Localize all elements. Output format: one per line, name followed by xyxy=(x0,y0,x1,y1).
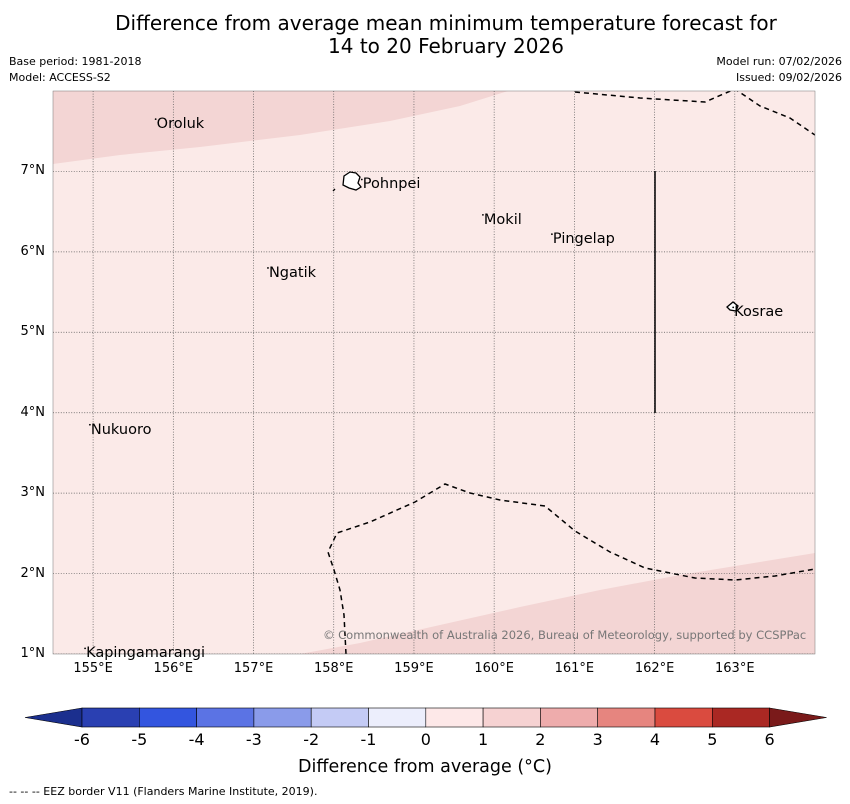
colorbar-bin xyxy=(482,707,541,728)
meta-right: Model run: 07/02/2026 Issued: 09/02/2026 xyxy=(716,54,842,86)
place-label: Oroluk xyxy=(156,116,205,133)
place-dot xyxy=(84,647,86,650)
place-dot xyxy=(88,423,91,426)
model-run: Model run: 07/02/2026 xyxy=(716,55,842,68)
lat-tick-label: 2°N xyxy=(20,565,46,581)
colorbar-tick-label: -6 xyxy=(74,730,90,749)
colorbar-tick-label: -2 xyxy=(303,730,320,749)
place-label: Ngatik xyxy=(268,264,317,281)
lon-tick-label: 155°E xyxy=(73,661,113,676)
colorbar-tick-label: -1 xyxy=(360,730,377,749)
lon-tick-label: 163°E xyxy=(715,661,755,676)
place-dot xyxy=(267,267,269,269)
lat-tick-label: 3°N xyxy=(20,485,46,501)
colorbar-bin xyxy=(81,707,140,728)
issued-date: Issued: 09/02/2026 xyxy=(735,71,842,84)
colorbar-tick-label: -5 xyxy=(131,730,148,749)
map-background xyxy=(53,91,815,654)
place-label: Kapingamarangi xyxy=(86,645,206,662)
place-dot xyxy=(482,213,484,216)
map-frame xyxy=(52,90,816,655)
colorbar-bin xyxy=(597,707,656,728)
lon-tick-label: 159°E xyxy=(394,661,434,676)
lon-tick-label: 162°E xyxy=(634,661,675,676)
lat-tick-label: 5°N xyxy=(20,324,46,340)
lat-tick-label: 4°N xyxy=(20,404,46,420)
base-period: Base period: 1981-2018 xyxy=(9,55,142,68)
colorbar-tick-label: 0 xyxy=(420,730,431,749)
footer-legend: -- -- -- EEZ border V11 (Flanders Marine… xyxy=(9,785,318,798)
colorbar-bin xyxy=(368,707,427,728)
kosrae-island xyxy=(726,301,739,312)
lon-tick-label: 156°E xyxy=(153,661,194,676)
place-label: Nukuoro xyxy=(90,421,152,438)
colorbar-tick-label: 5 xyxy=(707,730,718,749)
colorbar-bin xyxy=(310,707,369,728)
meta-left: Base period: 1981-2018 Model: ACCESS-S2 xyxy=(9,54,141,86)
place-dot xyxy=(732,306,735,309)
colorbar-bin xyxy=(425,707,484,728)
place-label: Pingelap xyxy=(552,231,615,248)
lat-tick-label: 6°N xyxy=(20,243,46,259)
anomaly-region-north xyxy=(53,91,508,164)
place-dot xyxy=(154,118,157,121)
colorbar-arrow-high xyxy=(769,707,827,728)
title-line-2: 14 to 20 February 2026 xyxy=(328,34,564,58)
colorbar-title: Difference from average (°C) xyxy=(298,757,552,777)
eez-border-south xyxy=(327,483,815,654)
pohnpei-island xyxy=(342,171,362,191)
colorbar-tick-label: 4 xyxy=(649,730,661,749)
colorbar-tick-label: 3 xyxy=(592,730,603,749)
colorbar-bin xyxy=(253,707,312,728)
colorbar-bin xyxy=(711,707,770,728)
colorbar-tick-label: -3 xyxy=(245,730,262,749)
anomaly-region-south xyxy=(300,553,815,654)
pohnpei-islet xyxy=(332,188,336,192)
colorbar-bin xyxy=(540,707,599,728)
colorbar-tick-label: -4 xyxy=(188,730,205,749)
lon-tick-label: 158°E xyxy=(313,661,354,676)
lon-tick-label: 160°E xyxy=(474,661,514,676)
colorbar-arrow-low xyxy=(24,707,83,728)
place-dot xyxy=(360,178,363,181)
colorbar-tick-label: 2 xyxy=(535,730,546,749)
lon-tick-label: 157°E xyxy=(233,661,274,676)
title-line-1: Difference from average mean minimum tem… xyxy=(115,11,777,35)
colorbar-tick-label: 6 xyxy=(764,730,775,749)
colorbar xyxy=(24,707,827,728)
copyright-notice: © Commonwealth of Australia 2026, Bureau… xyxy=(323,628,807,642)
colorbar-bin xyxy=(139,707,197,728)
chart-title: Difference from average mean minimum tem… xyxy=(0,12,850,58)
colorbar-tick-label: 1 xyxy=(478,730,489,749)
place-dot xyxy=(551,233,553,236)
place-label: Kosrae xyxy=(734,304,784,321)
colorbar-bin xyxy=(654,707,713,728)
place-label: Mokil xyxy=(483,211,522,228)
lat-tick-label: 7°N xyxy=(20,163,46,179)
colorbar-bin xyxy=(196,707,255,728)
model-name: Model: ACCESS-S2 xyxy=(9,71,111,84)
place-label: Pohnpei xyxy=(362,176,421,193)
eez-border-north xyxy=(574,91,815,136)
lon-tick-label: 161°E xyxy=(554,661,595,676)
lat-tick-label: 1°N xyxy=(20,646,46,661)
place-markers xyxy=(84,118,735,650)
